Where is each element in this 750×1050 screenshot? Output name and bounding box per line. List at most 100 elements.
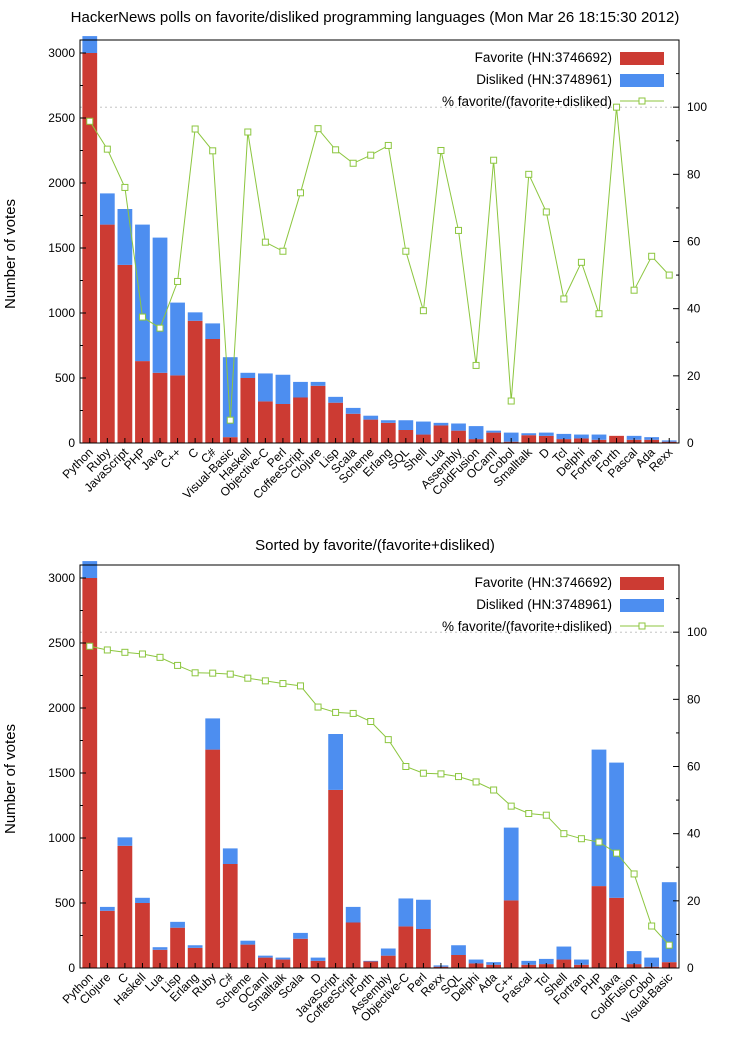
bar-favorite [345,413,361,443]
ratio-point [595,838,603,846]
ratio-point [367,717,375,725]
bar-disliked [310,957,326,961]
y2-tick-label: 60 [687,760,701,774]
bar-disliked [398,420,414,430]
ratio-point [455,226,463,234]
y2-tick-label: 20 [687,369,701,383]
bar-favorite [328,402,343,443]
ratio-point [542,811,550,819]
y2-tick-label: 0 [687,436,694,450]
bar-favorite [240,944,256,968]
bar-disliked [380,948,396,956]
ratio-point [174,661,182,669]
legend-disliked-label: Disliked (HN:3748961) [476,597,612,612]
bar-disliked [240,940,256,945]
legend: Favorite (HN:3746692) Disliked (HN:37489… [442,575,664,634]
ratio-point [296,682,304,690]
y2-tick-label: 100 [687,625,707,639]
bar-disliked [538,958,554,965]
bar-disliked [99,193,115,225]
bar-disliked [416,421,431,435]
ratio-point [490,786,498,794]
bar-disliked [644,957,660,967]
y-axis-label: Number of votes [2,724,19,834]
bar-favorite [135,903,150,968]
bar-disliked [117,837,133,846]
bar-disliked [205,323,221,339]
y-tick-label: 0 [68,436,75,450]
ratio-point [384,141,392,149]
ratio-point [402,247,410,255]
bar-favorite [170,927,185,968]
chart-title: HackerNews polls on favorite/disliked pr… [71,9,680,26]
bar-disliked [328,396,343,403]
ratio-point [191,125,199,133]
ratio-point [525,170,533,178]
bar-disliked [310,381,326,386]
ratio-point [279,247,287,255]
axis-ticks: 0 500 1000 1500 2000 2500 3000 0 20 40 60 80 100 [48,46,707,450]
bar-favorite [451,430,466,443]
bar-disliked [170,302,185,376]
bar-favorite [416,929,431,968]
ratio-point [103,145,111,153]
bar-favorite [398,926,414,968]
y-tick-label: 500 [55,371,75,385]
bar-disliked [240,372,256,378]
bars [82,36,677,443]
axis-ticks: 0 500 1000 1500 2000 2500 3000 0 20 40 60 80 100 [48,571,707,975]
bar-disliked [275,374,291,404]
legend-ratio-label: % favorite/(favorite+disliked) [442,94,612,109]
ratio-point [138,650,146,658]
bar-disliked [609,762,624,898]
bar-disliked [345,407,361,414]
ratio-point [542,208,550,216]
y-tick-label: 2500 [48,636,75,650]
ratio-point [261,238,269,246]
y2-tick-label: 40 [687,827,701,841]
bar-disliked [82,561,98,578]
bar-favorite [609,897,624,968]
ratio-point [665,941,673,949]
bar-disliked [205,718,221,750]
chart-title: Sorted by favorite/(favorite+disliked) [255,537,495,554]
y-tick-label: 500 [55,896,75,910]
bar-favorite [398,430,414,443]
bar-disliked [345,906,361,923]
bar-disliked [363,415,379,420]
bar-disliked [591,749,607,887]
bar-disliked [556,433,572,440]
bar-disliked [257,373,273,402]
ratio-point [595,310,603,318]
ratio-point [86,117,94,125]
ratio-point [332,708,340,716]
ratio-point [174,277,182,285]
ratio-point [121,648,129,656]
bar-disliked [521,433,537,436]
y-tick-label: 1000 [48,306,75,320]
y2-tick-label: 60 [687,235,701,249]
ratio-point [507,397,515,405]
ratio-point [209,669,217,677]
bar-favorite [310,385,326,443]
bar-disliked [380,420,396,423]
ratio-point [490,156,498,164]
bar-favorite [99,910,115,968]
bar-disliked [187,945,203,948]
bar-disliked [152,237,168,373]
ratio-point [472,361,480,369]
legend-disliked-swatch [620,599,664,612]
ratio-point [226,670,234,678]
y-tick-label: 1500 [48,766,75,780]
bar-favorite [152,372,168,443]
bar-disliked [293,932,308,939]
bar-disliked [626,435,642,440]
y2-tick-label: 100 [687,100,707,114]
bar-disliked [503,827,519,901]
bar-disliked [433,422,449,426]
ratio-point [384,736,392,744]
bar-disliked [275,957,291,960]
y-tick-label: 3000 [48,46,75,60]
legend-favorite-label: Favorite (HN:3746692) [475,50,612,65]
bar-favorite [486,432,502,443]
